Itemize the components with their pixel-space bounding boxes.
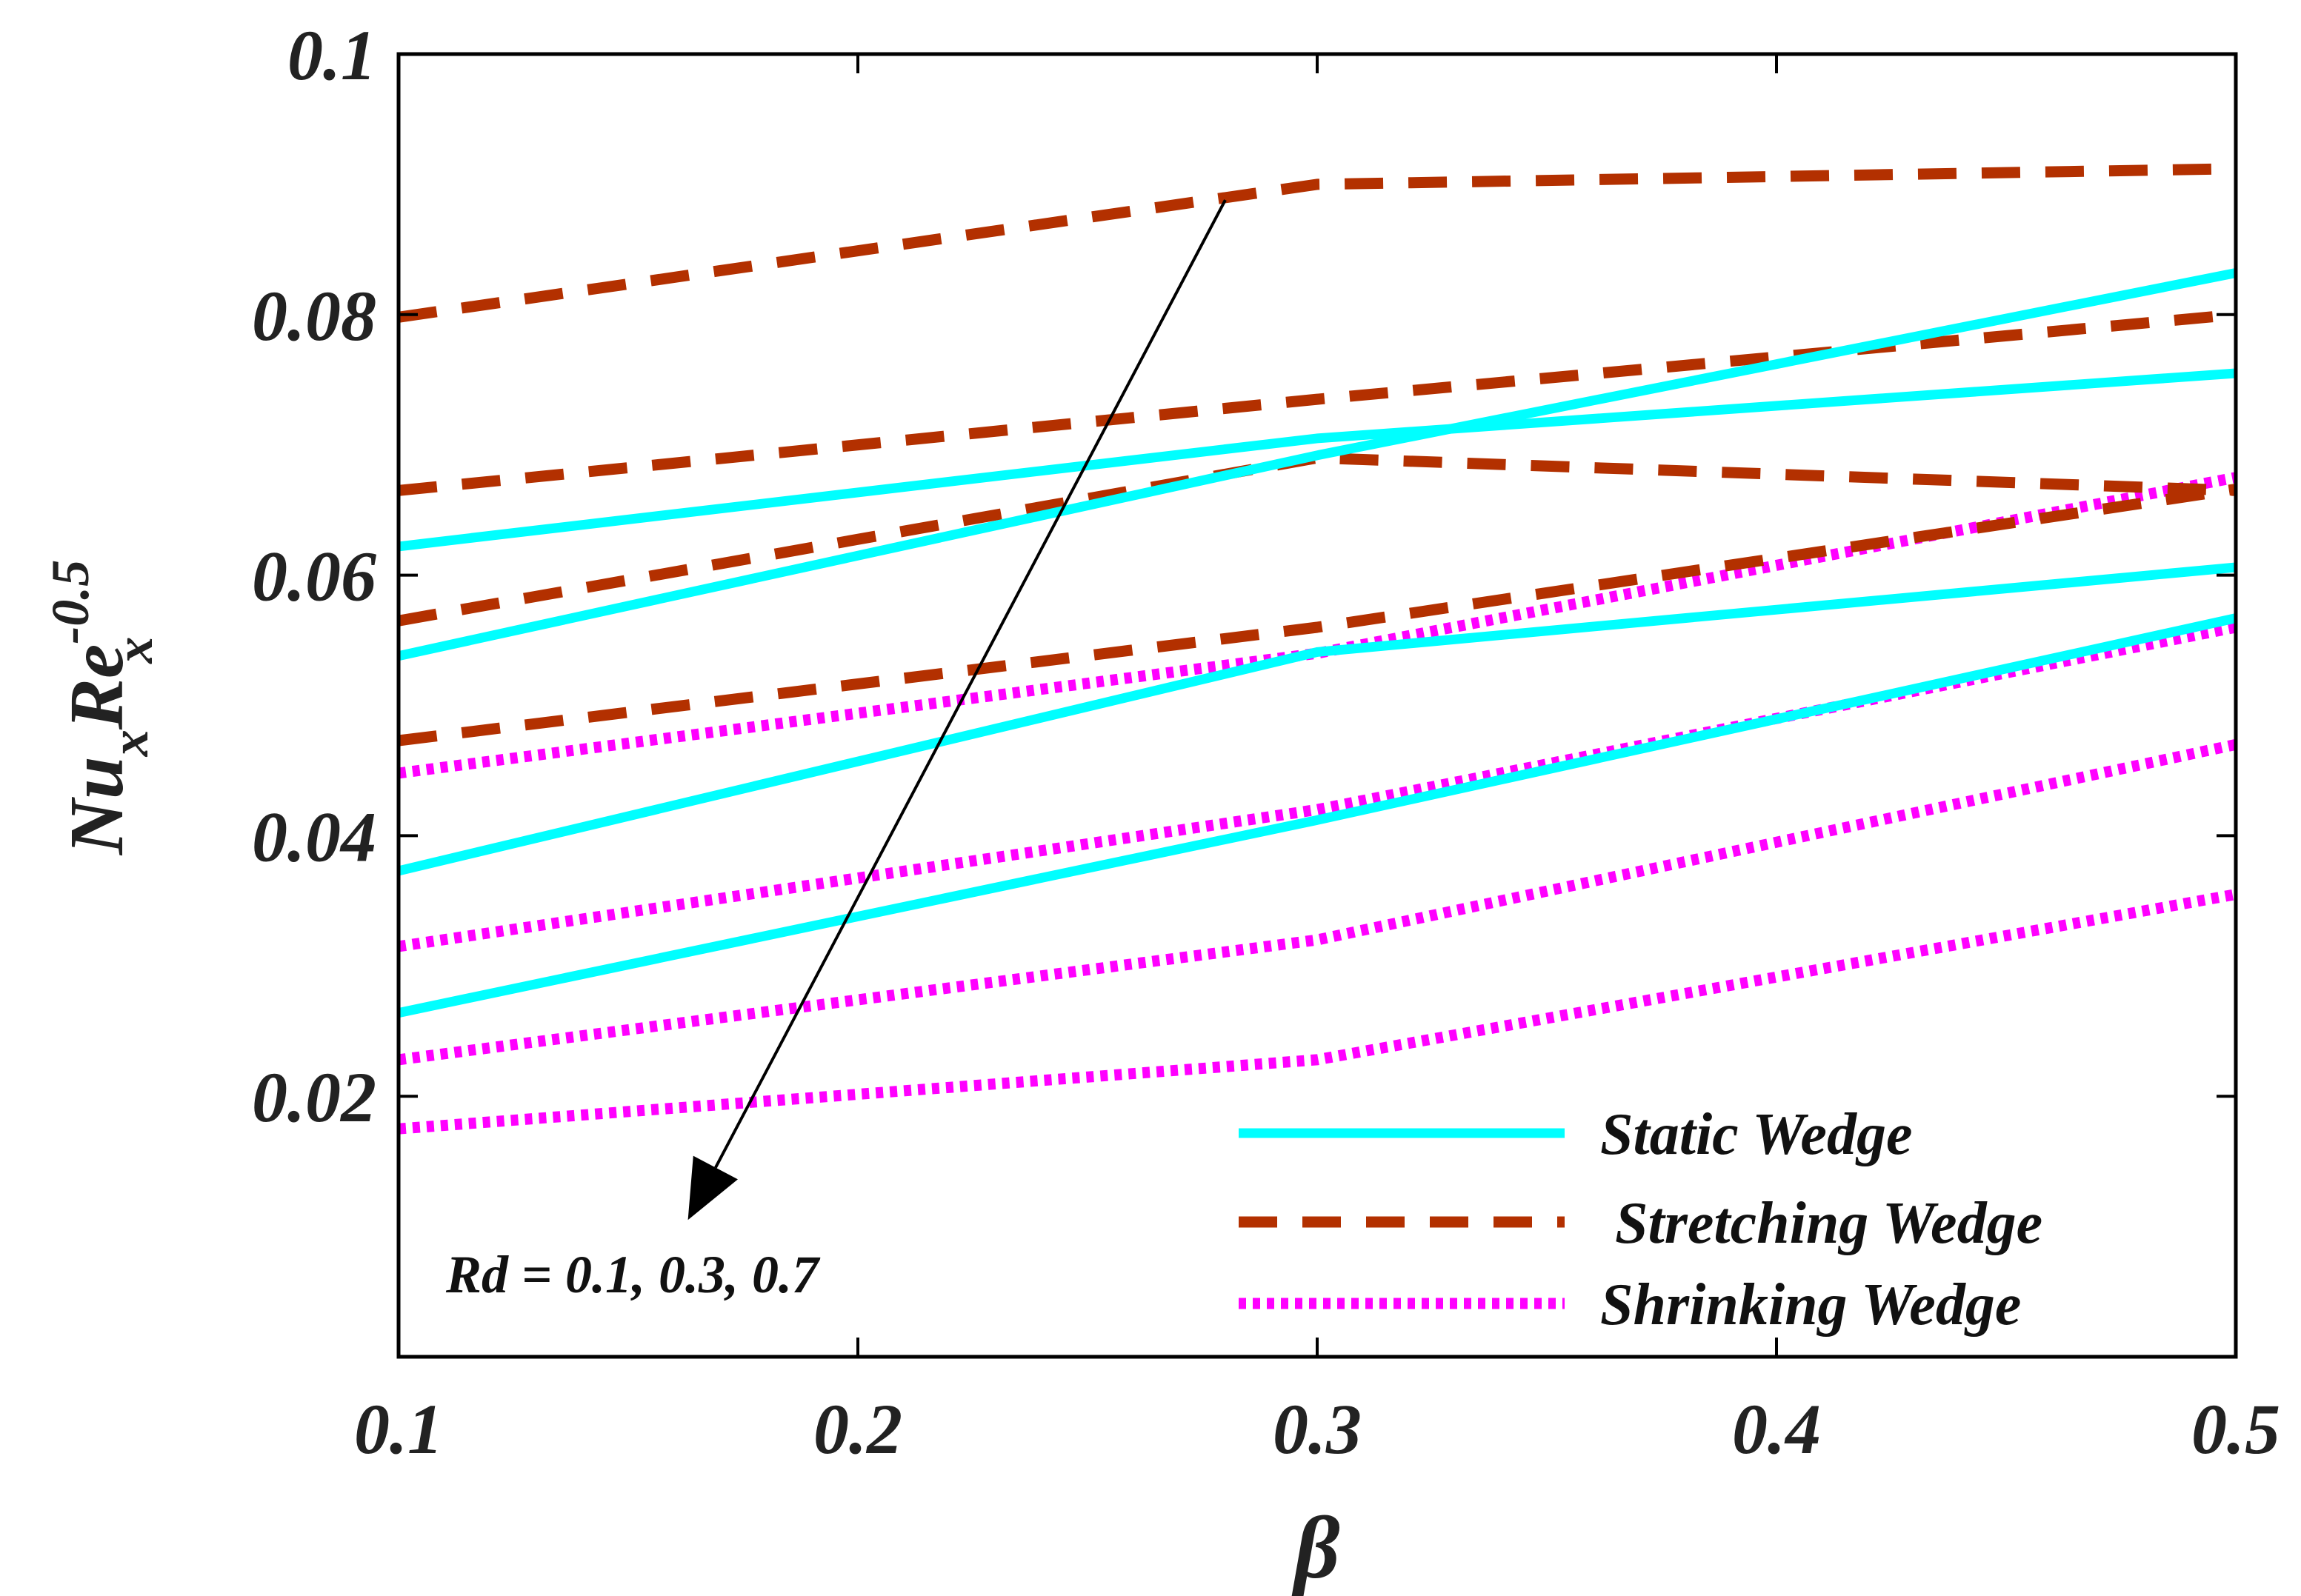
series-line-shrinking-4 [398,889,2237,1135]
series-line-stretching-2 [398,309,2237,496]
series-layer [397,163,2237,1135]
series-line-static-3 [397,562,2237,876]
series-line-static-2 [397,268,2237,661]
series-line-shrinking-3 [398,738,2237,1066]
x-tick-label: 0.4 [1732,1389,1821,1469]
annotation-layer: Rd = 0.1, 0.3, 0.7 [445,199,1227,1304]
series-line-static-4 [397,613,2237,1018]
legend-label-static: Static Wedge [1600,1102,1912,1167]
y-title-mid: Re [54,644,139,731]
legend-label-shrinking: Shrinking Wedge [1600,1272,2021,1338]
series-line-stretching-4 [398,484,2237,747]
x-tick-label: 0.2 [813,1389,902,1469]
y-tick-label: 0.08 [252,276,376,355]
legend-layer: Static Wedge Stretching Wedge Shrinking W… [1239,1102,2042,1338]
x-axis-title: β [1291,1498,1339,1596]
y-tick-label: 0.1 [287,16,376,95]
annotation-text: Rd = 0.1, 0.3, 0.7 [445,1245,821,1304]
y-title-sub1: x [100,729,159,757]
y-title-sup: -0.5 [41,560,100,644]
annotation-arrow-shaft [714,199,1227,1169]
series-line-static-1 [398,368,2237,552]
y-tick-label: 0.04 [252,797,376,876]
y-axis-title: NuxRe-0.5x [41,560,164,855]
series-line-stretching-1 [397,163,2237,323]
series-line-stretching-3 [397,452,2237,627]
y-title-sub2: x [104,637,164,664]
x-tick-label: 0.5 [2191,1389,2280,1469]
legend-label-stretching: Stretching Wedge [1600,1191,2042,1256]
y-tick-label: 0.02 [252,1058,376,1137]
x-tick-label: 0.3 [1273,1389,1362,1469]
y-title-base: Nu [54,756,139,855]
x-tick-label: 0.1 [354,1389,443,1469]
y-tick-label: 0.06 [252,537,376,616]
annotation-arrow-head [687,1155,738,1221]
ticks-layer: 0.1 0.2 0.3 0.4 0.5 0.02 0.04 0.06 0.08 0.1 [252,16,2280,1469]
